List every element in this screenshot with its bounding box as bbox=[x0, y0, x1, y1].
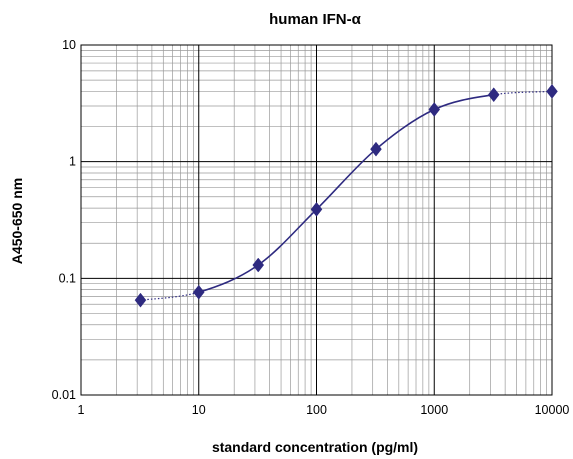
x-tick-label: 1000 bbox=[420, 403, 448, 417]
x-axis-label: standard concentration (pg/ml) bbox=[212, 439, 418, 455]
plot-frame bbox=[80, 44, 553, 396]
x-tick-label: 10 bbox=[192, 403, 206, 417]
data-point-diamond bbox=[546, 84, 558, 99]
data-point-diamond bbox=[192, 284, 205, 300]
y-tick-label: 10 bbox=[62, 38, 76, 52]
data-point-diamond bbox=[428, 102, 441, 117]
x-tick-label: 100 bbox=[306, 403, 327, 417]
y-axis-label: A450-650 nm bbox=[9, 178, 25, 264]
x-tick-label: 1 bbox=[78, 403, 85, 417]
data-point-diamond bbox=[370, 141, 382, 157]
fit-curve-dotted-left bbox=[140, 291, 199, 301]
x-tick-label: 10000 bbox=[535, 403, 570, 417]
y-tick-label: 0.1 bbox=[59, 271, 76, 285]
data-points bbox=[134, 84, 558, 308]
data-point-diamond bbox=[487, 87, 500, 103]
chart-title: human IFN-α bbox=[269, 11, 361, 28]
fit-curve-dotted-right bbox=[493, 90, 553, 96]
y-tick-label: 0.01 bbox=[52, 388, 76, 402]
fit-curve bbox=[198, 93, 494, 293]
data-point-diamond bbox=[252, 257, 265, 273]
x-tick-labels: 1 10 100 1000 10000 bbox=[78, 403, 570, 417]
y-tick-labels: 0.01 0.1 1 10 bbox=[52, 38, 76, 402]
data-point-diamond bbox=[310, 201, 323, 217]
y-tick-label: 1 bbox=[69, 155, 76, 169]
data-point-diamond bbox=[134, 292, 147, 308]
